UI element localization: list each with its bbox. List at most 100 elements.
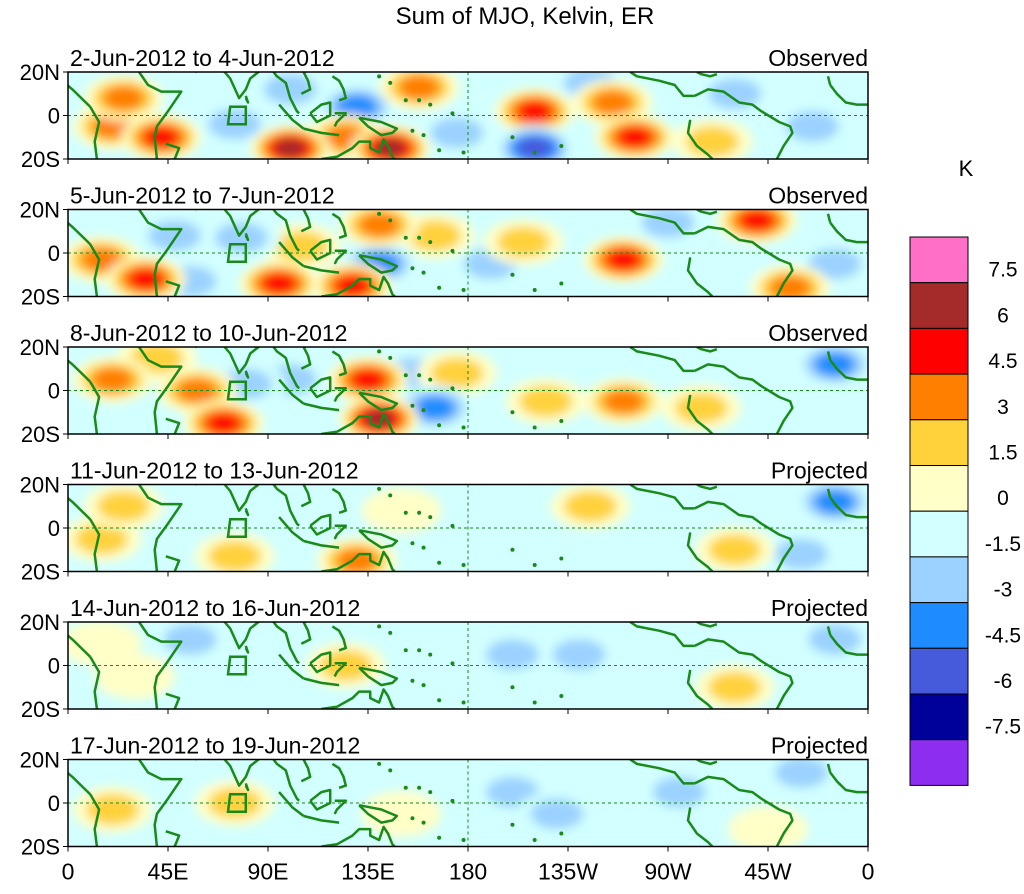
island-mark [437,835,442,840]
coastline [826,213,832,223]
anomaly-contour [461,515,542,562]
anomaly-contour [263,74,317,105]
anomaly-contour [705,350,786,397]
anomaly-contour [739,210,775,231]
anomaly-contour [530,798,584,830]
panel-dates: 8-Jun-2012 to 10-Jun-2012 [70,320,347,346]
anomaly-contour [68,622,142,667]
coastline [309,238,332,261]
coastline [68,359,92,383]
island-mark [559,831,564,836]
coastline [138,209,183,297]
island-mark [450,111,455,116]
anomaly-contour [486,639,539,671]
coastline [309,651,332,674]
anomaly-contour [414,395,456,421]
coastline [686,394,714,434]
coastline [321,413,396,434]
island-mark [461,287,466,292]
coastline [303,402,340,412]
coastline [278,653,305,680]
island-mark [450,798,455,803]
coastline [278,103,305,130]
coastline [309,788,332,811]
coastline [278,241,305,268]
coastline [223,622,261,650]
anomaly-contour [208,540,262,572]
anomaly-contour [552,639,606,671]
island-mark [532,700,537,705]
island-mark [417,235,422,240]
coastline [829,634,868,656]
island-mark [421,133,426,138]
coastline [629,72,695,98]
coastline [696,759,718,766]
island-mark [421,270,426,275]
coastline [138,72,183,159]
anomaly-contour [602,389,645,414]
coastline [694,638,794,709]
island-mark [377,349,382,354]
coastline [244,783,250,792]
anomaly-contour [774,538,828,570]
island-mark [410,816,415,821]
island-mark [417,373,422,378]
island-mark [377,624,382,629]
island-mark [428,790,433,795]
x-axis: 0 45E 90E 135E 180 135W 90W 45W 0 [62,859,875,885]
coastline [331,762,348,789]
coastline [271,209,300,252]
coastline [271,759,300,802]
anomaly-contour [517,137,553,159]
x-tick-label: 90E [248,859,289,885]
y-tick-label: 20S [21,697,60,722]
anomaly-contour [617,126,653,148]
panel-dates: 5-Jun-2012 to 7-Jun-2012 [70,183,335,209]
colorbar-swatch [909,236,969,284]
coastline [309,101,332,124]
region-box [226,380,248,401]
y-tick-label: 20N [20,610,60,635]
colorbar-swatch [909,556,969,604]
coastline [165,142,181,159]
coastline [300,622,312,645]
coastline [629,209,695,235]
coastline [826,75,832,86]
coastline [278,516,305,542]
island-mark [428,240,433,245]
anomaly-contour [519,385,573,417]
colorbar-swatch [909,419,969,466]
island-mark [428,515,433,520]
island-mark [377,211,382,216]
coastline [138,759,183,847]
coastline [89,518,101,572]
anomaly-contour [361,487,442,534]
coastline [271,72,300,115]
coastline [303,264,340,274]
y-tick-label: 20S [21,560,60,585]
coastline [826,626,832,636]
island-mark [403,510,408,515]
colorbar-label: -4.5 [985,624,1021,647]
panel-field [68,759,868,847]
coastline [309,376,332,399]
coastline [358,528,399,549]
coastline [89,793,101,847]
coastline [223,484,261,512]
panel-status: Observed [768,45,868,71]
island-mark [461,150,466,155]
anomaly-contour [144,126,179,148]
coastline [223,759,261,787]
coastline [300,759,312,783]
colorbar-label: -3 [994,579,1013,602]
coastline [165,692,181,709]
panel-status: Observed [768,183,868,209]
coastline [829,496,868,519]
coastline [321,138,396,159]
coastline [89,381,101,434]
coastline [829,771,868,794]
coastline [89,656,101,709]
coastline [68,634,92,658]
island-mark [410,678,415,683]
